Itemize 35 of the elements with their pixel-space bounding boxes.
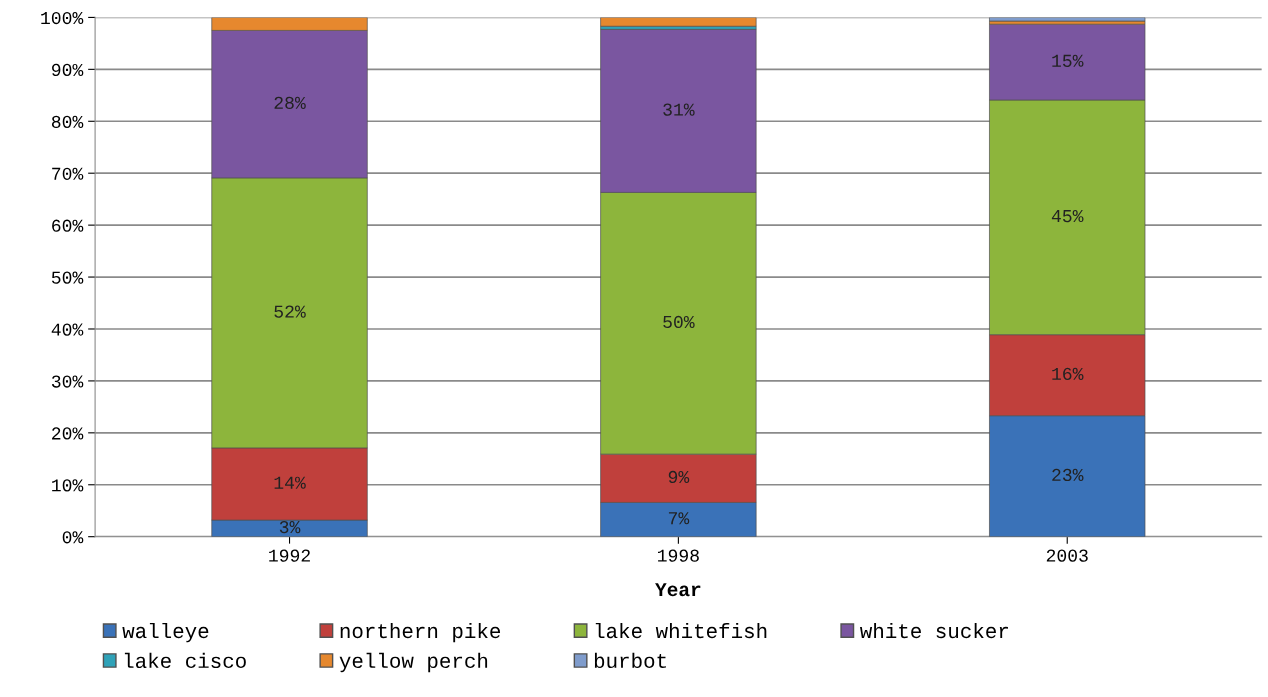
legend-label: lake whitefish: [595, 622, 767, 639]
data-label: 7%: [668, 512, 690, 525]
data-label: 52%: [274, 305, 306, 318]
data-label: 3%: [279, 520, 301, 534]
y-tick-label: 80%: [51, 115, 84, 128]
y-tick-label: 30%: [51, 375, 84, 388]
data-label: 16%: [1052, 367, 1084, 381]
bar: [600, 17, 757, 27]
data-label: 14%: [274, 476, 306, 489]
legend-label: burbot: [594, 652, 666, 669]
legend-label: lake cisco: [124, 652, 246, 669]
data-label: 45%: [1051, 210, 1084, 223]
legend-label: walleye: [122, 622, 209, 643]
data-label: 23%: [1052, 468, 1084, 482]
x-tick-label: 2003: [1046, 549, 1088, 562]
data-label: 9%: [668, 470, 690, 484]
y-tick-label: 100%: [41, 11, 84, 25]
y-tick-label: 50%: [51, 271, 84, 284]
legend-label: yellow perch: [339, 652, 488, 673]
x-axis-title: Year: [655, 583, 701, 597]
legend-label: northern pike: [340, 622, 501, 643]
legend-label: white sucker: [860, 622, 1008, 639]
y-tick-label: 70%: [52, 167, 84, 180]
y-tick-label: 0%: [62, 531, 84, 544]
x-tick-label: 1992: [269, 549, 310, 562]
y-tick-label: 60%: [52, 219, 84, 232]
y-tick-label: 10%: [52, 479, 84, 492]
y-tick-label: 90%: [52, 63, 84, 77]
data-label: 15%: [1052, 54, 1084, 67]
data-label: 50%: [663, 315, 695, 329]
y-tick-label: 20%: [52, 427, 84, 440]
data-label: 28%: [274, 96, 306, 109]
y-tick-label: 40%: [51, 323, 84, 336]
data-label: 31%: [663, 103, 695, 116]
x-tick-label: 1998: [658, 549, 699, 562]
